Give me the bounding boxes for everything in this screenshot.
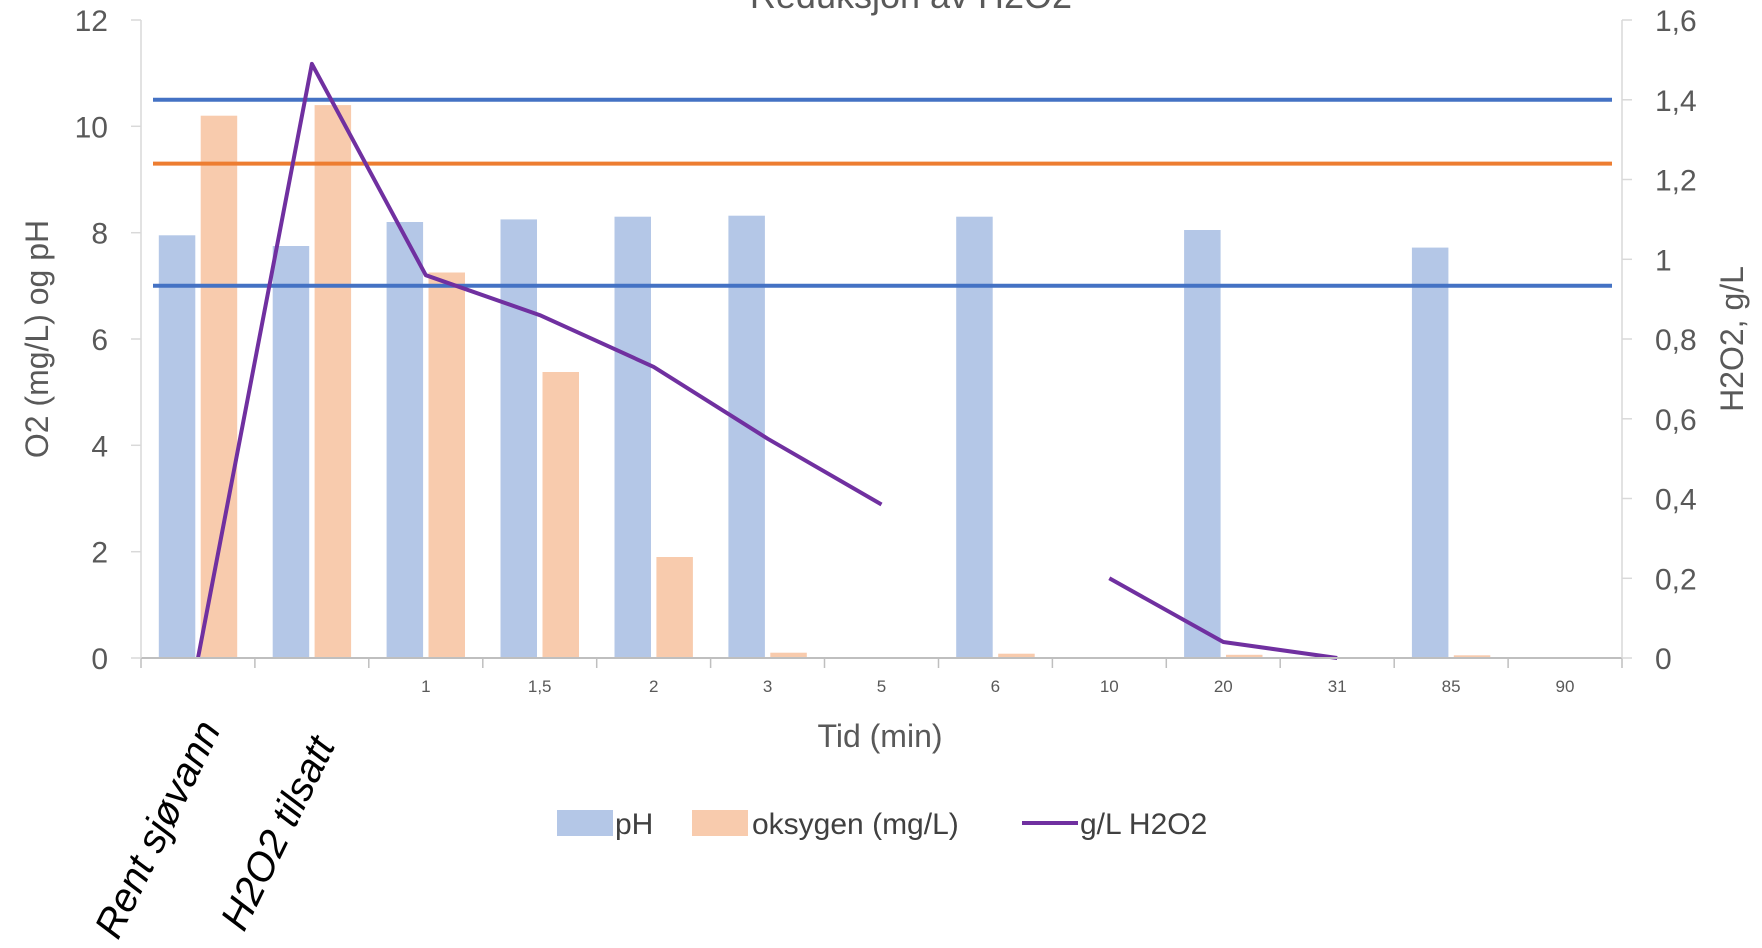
y-tick-label-5: 10 — [75, 111, 108, 144]
x-tick-labels: 1 1,5 2 3 5 6 10 20 31 85 90 — [421, 677, 1574, 696]
y2-axis-title: H2O2, g/L — [1714, 266, 1750, 412]
x-tick-label-5: 3 — [763, 677, 772, 696]
bar-ph-5 — [728, 215, 765, 658]
y2-tick-label-0: 0 — [1655, 643, 1672, 676]
annotation-h2o2-tilsatt: H2O2 tilsatt — [213, 728, 345, 937]
bar-ph-3 — [500, 219, 537, 658]
y2-tick-label-8: 1,6 — [1655, 5, 1697, 38]
bar-ph-2 — [386, 222, 424, 658]
y2-tick-label-6: 1,2 — [1655, 165, 1697, 198]
bar-ph-0 — [158, 235, 196, 659]
x-tick-label-9: 20 — [1214, 677, 1233, 696]
x-tick-label-12: 90 — [1556, 677, 1575, 696]
y2-tick-label-7: 1,4 — [1655, 85, 1697, 118]
y2-tick-labels: 0 0,2 0,4 0,6 0,8 1 1,2 1,4 1,6 — [1622, 5, 1697, 676]
bar-oksygen-7 — [998, 653, 1035, 658]
y2-tick-label-4: 0,8 — [1655, 324, 1697, 357]
y2-tick-label-1: 0,2 — [1655, 563, 1697, 596]
y-tick-label-1: 2 — [91, 537, 108, 570]
x-tick-label-3: 1,5 — [528, 677, 552, 696]
y-tick-label-4: 8 — [91, 218, 108, 251]
y2-tick-label-3: 0,6 — [1655, 404, 1697, 437]
line-layer — [196, 61, 1338, 660]
y2-tick-label-2: 0,4 — [1655, 484, 1697, 517]
bar-oksygen-4 — [656, 557, 693, 658]
bar-ph-1 — [272, 246, 310, 658]
x-tick-label-4: 2 — [649, 677, 658, 696]
bar-oksygen-5 — [770, 652, 807, 658]
bar-oksygen-2 — [428, 272, 465, 658]
x-axis-title: Tid (min) — [817, 718, 942, 754]
x-tick-label-11: 85 — [1442, 677, 1461, 696]
bar-ph-9 — [1184, 230, 1221, 658]
legend: pH oksygen (mg/L) g/L H2O2 — [557, 808, 1207, 841]
bar-ph-7 — [956, 216, 993, 658]
bar-oksygen-9 — [1226, 654, 1263, 658]
reference-lines — [153, 97, 1612, 288]
x-tick-label-8: 10 — [1100, 677, 1119, 696]
y-axis-title: O2 (mg/L) og pH — [19, 220, 55, 458]
legend-label-h2o2: g/L H2O2 — [1080, 808, 1207, 841]
y2-tick-label-5: 1 — [1655, 244, 1672, 277]
bar-ph-11 — [1411, 247, 1449, 658]
legend-label-oksygen: oksygen (mg/L) — [752, 808, 959, 841]
x-tick-label-7: 6 — [991, 677, 1000, 696]
y-tick-label-2: 4 — [91, 430, 108, 463]
x-tick-label-2: 1 — [421, 677, 430, 696]
y-tick-label-0: 0 — [91, 643, 108, 676]
bar-oksygen-3 — [542, 372, 579, 658]
x-tick-label-10: 31 — [1328, 677, 1347, 696]
bar-ph-4 — [614, 216, 651, 658]
annotation-rent-sjovann: Rent sjøvann — [87, 714, 230, 945]
x-tick-marks — [140, 658, 1623, 668]
bar-oksygen-0 — [200, 115, 238, 658]
bars-layer — [158, 105, 1491, 659]
line-segment-h2o2-1 — [1108, 576, 1338, 660]
y-tick-label-6: 12 — [75, 5, 108, 38]
chart-title: Reduksjon av H2O2 — [750, 0, 1072, 16]
y-tick-labels: 0 2 4 6 8 10 12 — [75, 5, 141, 676]
legend-label-ph: pH — [615, 808, 653, 841]
y-tick-label-3: 6 — [91, 324, 108, 357]
bar-oksygen-1 — [314, 105, 352, 659]
legend-swatch-ph — [557, 810, 613, 836]
x-tick-label-6: 5 — [877, 677, 886, 696]
bar-oksygen-11 — [1453, 655, 1491, 658]
legend-swatch-oksygen — [692, 810, 748, 836]
line-segment-h2o2-0 — [196, 61, 883, 659]
